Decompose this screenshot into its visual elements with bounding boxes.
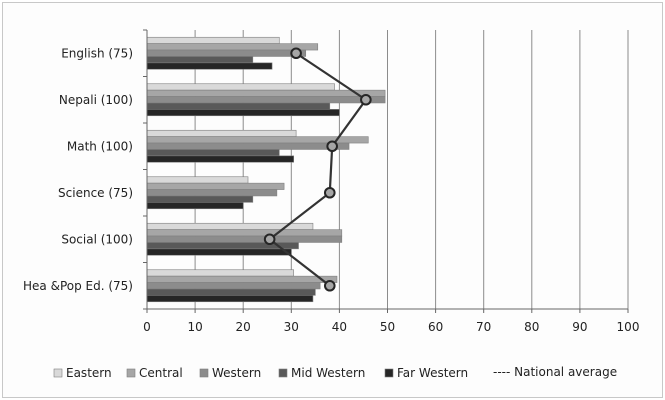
legend-label: Mid Western [291, 366, 365, 380]
x-tick-label: 30 [284, 320, 299, 334]
x-tick-label: 50 [380, 320, 395, 334]
national-average-marker [290, 47, 302, 60]
bar-mid-western [146, 195, 254, 203]
x-tick-labels: 0 10 20 30 40 50 60 70 80 90 100 [143, 320, 639, 334]
bar-western [146, 49, 307, 57]
legend-item: Far Western [384, 366, 468, 380]
x-tick-label: 70 [476, 320, 491, 334]
category-label: Hea &Pop Ed. (75) [23, 279, 133, 293]
legend-item: Eastern [53, 366, 112, 380]
grid-lines [194, 30, 629, 309]
x-tick-label: 60 [428, 320, 443, 334]
legend-item: Western [199, 366, 261, 380]
x-tick-label: 0 [143, 320, 151, 334]
bar-eastern [146, 83, 335, 91]
bar-far-western [146, 248, 292, 256]
legend-label: Far Western [397, 366, 468, 380]
legend-item: Mid Western [278, 366, 365, 380]
category-label: Math (100) [67, 139, 133, 153]
national-average-marker [360, 93, 372, 106]
category-label: Science (75) [58, 186, 133, 200]
bar-mid-western [146, 102, 331, 110]
bar-western [146, 142, 350, 150]
bar-eastern [146, 176, 249, 184]
bar-far-western [146, 295, 314, 303]
x-tick-label: 100 [617, 320, 640, 334]
bar-far-western [146, 109, 340, 117]
x-tick-label: 90 [572, 320, 587, 334]
legend-label-national-average: ---- National average [493, 365, 617, 379]
legend-swatch [199, 368, 209, 378]
bar-far-western [146, 202, 244, 210]
bar-eastern [146, 129, 297, 137]
category-label: Nepali (100) [59, 93, 133, 107]
bar-mid-western [146, 288, 316, 296]
national-average-line [263, 47, 372, 292]
x-tick-label: 10 [187, 320, 202, 334]
legend-label: Central [139, 366, 183, 380]
legend-label: Western [212, 366, 261, 380]
legend-swatch [384, 368, 394, 378]
bar-mid-western [146, 56, 254, 64]
axes [143, 29, 629, 313]
legend-label: Eastern [66, 366, 112, 380]
legend-swatch [53, 368, 63, 378]
category-labels: English (75) Nepali (100) Math (100) Scienc… [23, 46, 133, 293]
x-tick-label: 80 [524, 320, 539, 334]
bar-western [146, 282, 321, 290]
legend: Eastern Central Western Mid Western Far West… [53, 365, 617, 380]
national-average-marker [323, 186, 336, 199]
national-average-marker [326, 140, 338, 153]
bar-western [146, 96, 386, 104]
national-average-polyline [267, 52, 368, 287]
bar-central [146, 275, 338, 283]
bar-western [146, 235, 343, 243]
bars-group [146, 36, 386, 303]
x-tick-label: 20 [236, 320, 251, 334]
bar-central [146, 182, 285, 190]
bar-mid-western [146, 149, 280, 157]
category-label: English (75) [61, 46, 133, 60]
bar-eastern [146, 36, 280, 44]
legend-item: Central [126, 366, 183, 380]
legend-swatch [278, 368, 288, 378]
category-label: Social (100) [61, 232, 133, 246]
bar-far-western [146, 62, 273, 70]
national-average-marker [263, 233, 276, 246]
x-tick-label: 40 [332, 320, 347, 334]
bar-central [146, 89, 386, 97]
bar-western [146, 189, 278, 197]
bar-eastern [146, 269, 295, 277]
bar-far-western [146, 155, 295, 163]
bar-central [146, 229, 343, 237]
national-average-marker [323, 279, 336, 292]
legend-swatch [126, 368, 136, 378]
